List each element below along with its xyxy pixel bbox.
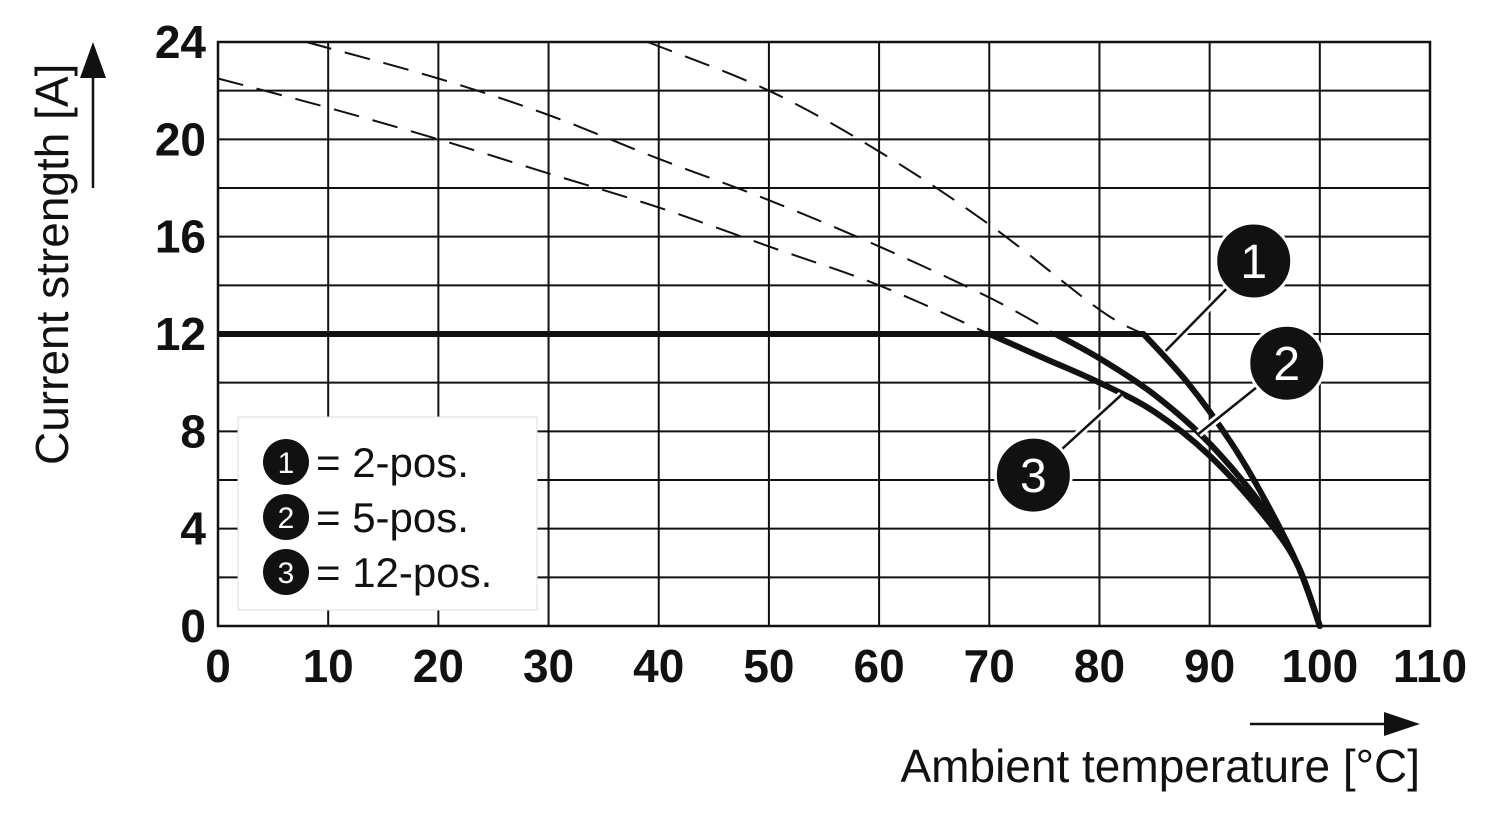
y-tick-label: 4 xyxy=(180,503,206,555)
x-tick-label: 20 xyxy=(413,640,464,692)
y-tick-label: 0 xyxy=(180,600,206,652)
callout-badge-number: 2 xyxy=(1273,338,1300,391)
reference-curve-2 xyxy=(305,41,1056,335)
y-tick-label: 24 xyxy=(155,16,207,68)
y-tick-label: 8 xyxy=(180,405,206,457)
callout-badge-3 xyxy=(993,435,1073,515)
x-axis-arrow-icon xyxy=(1384,712,1420,736)
derating-curve-3 xyxy=(986,331,1323,629)
y-tick-label: 20 xyxy=(155,113,206,165)
x-axis-title: Ambient temperature [°C] xyxy=(901,740,1421,792)
derating-curves xyxy=(218,331,1323,629)
y-axis-arrow-icon xyxy=(80,42,106,78)
y-axis-title: Current strength [A] xyxy=(26,64,78,465)
x-tick-label: 40 xyxy=(633,640,684,692)
x-tick-label: 110 xyxy=(1393,640,1467,692)
callout-badge-number: 1 xyxy=(1240,236,1267,289)
legend-badge-2 xyxy=(263,494,309,540)
legend-entry-text: = 2-pos. xyxy=(316,439,469,486)
callout-badge-number: 3 xyxy=(1020,450,1047,503)
callout-badge-1 xyxy=(1214,221,1294,301)
x-tick-label: 60 xyxy=(854,640,905,692)
callouts: 12 3 xyxy=(993,221,1327,515)
plot-frame xyxy=(216,40,1432,628)
reference-curve-1 xyxy=(647,41,1145,335)
x-tick-label: 50 xyxy=(743,640,794,692)
reference-curve-3 xyxy=(217,77,990,335)
legend-badge-number: 2 xyxy=(278,502,295,535)
x-tick-label: 30 xyxy=(523,640,574,692)
legend-entry-text: = 5-pos. xyxy=(316,494,469,541)
legend-badge-number: 1 xyxy=(278,447,295,480)
legend-badge-3 xyxy=(263,549,309,595)
x-axis-title-group: Ambient temperature [°C] xyxy=(901,712,1421,792)
x-tick-label: 70 xyxy=(964,640,1015,692)
x-tick-label: 100 xyxy=(1281,640,1358,692)
x-tick-label: 10 xyxy=(303,640,354,692)
x-tick-label: 80 xyxy=(1074,640,1125,692)
legend-badge-number: 3 xyxy=(278,557,295,590)
y-axis-title-group: Current strength [A] xyxy=(26,42,106,465)
x-tick-label: 0 xyxy=(205,640,231,692)
legend: 1 = 2-pos. 2 = 5-pos. 3 = 12-pos. xyxy=(237,416,538,611)
legend-entry-text: = 12-pos. xyxy=(316,549,492,596)
callout-badge-2 xyxy=(1247,323,1327,403)
y-tick-label: 16 xyxy=(155,211,206,263)
reference-curves xyxy=(217,41,1145,335)
x-tick-label: 90 xyxy=(1184,640,1235,692)
y-tick-label: 12 xyxy=(155,308,206,360)
legend-badge-1 xyxy=(263,439,309,485)
